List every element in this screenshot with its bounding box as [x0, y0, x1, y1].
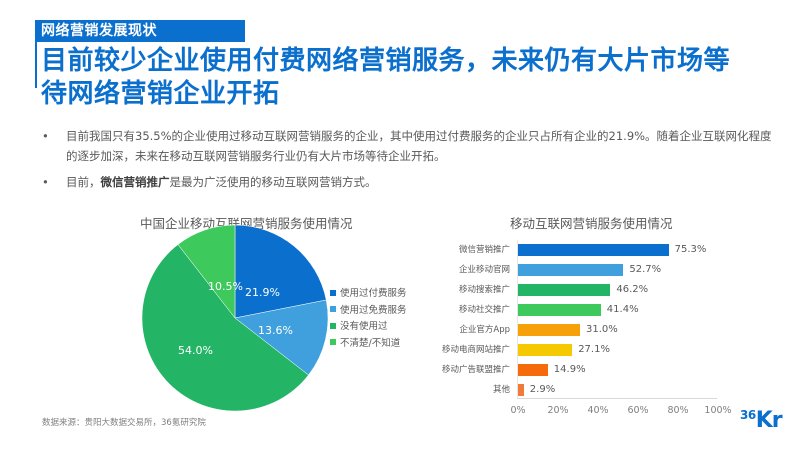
bar [518, 364, 548, 376]
pie-chart-title: 中国企业移动互联网营销服务使用情况 [140, 216, 353, 231]
bullet-suffix: 是最为广泛使用的移动互联网营销方式。 [169, 175, 377, 189]
bar-category-label: 移动搜索推广 [458, 285, 510, 295]
bar-value-label: 46.2% [616, 284, 649, 295]
page-title: 目前较少企业使用付费网络营销服务，未来仍有大片市场等 待网络营销企业开拓 [41, 45, 781, 111]
bar-value-label: 2.9% [529, 384, 556, 395]
pie-slice [177, 224, 236, 319]
legend-swatch-icon [330, 339, 336, 345]
logo-number: 36 [740, 408, 756, 422]
pie-slice-label: 13.6% [258, 324, 293, 337]
bullet-highlight: 微信营销推广 [100, 175, 170, 189]
bar-row: 移动广告联盟推广 14.9% [0, 364, 800, 376]
bullet-item: • 目前我国只有35.5%的企业使用过移动互联网营销服务的企业，其中使用过付费服… [40, 126, 780, 166]
bar [518, 284, 611, 296]
bar-category-label: 移动广告联盟推广 [441, 365, 510, 375]
pie-slice-label: 10.5% [208, 280, 243, 293]
pie-chart [141, 224, 329, 412]
legend-item: 不清楚/不知道 [330, 336, 407, 353]
bar-chart-x-axis [517, 398, 717, 399]
section-divider [35, 42, 37, 88]
page-title-line-1: 目前较少企业使用付费网络营销服务，未来仍有大片市场等 [41, 46, 731, 76]
x-tick-label: 100% [704, 405, 732, 416]
legend-swatch-icon [330, 289, 336, 296]
bar-value-label: 27.1% [578, 344, 610, 355]
pie-slice [141, 244, 309, 412]
bar [518, 324, 580, 336]
x-tick-label: 60% [627, 405, 649, 416]
bar-value-label: 14.9% [553, 364, 586, 375]
bar-row: 微信营销推广 75.3% [0, 244, 800, 256]
bar-category-label: 移动社交推广 [458, 305, 510, 315]
bar [518, 264, 624, 276]
bar [518, 244, 669, 256]
x-tick-label: 0% [510, 405, 526, 416]
legend-label: 使用过免费服务 [340, 304, 407, 316]
bar-category-label: 企业移动官网 [458, 265, 510, 275]
bar-category-label: 企业官方App [459, 325, 510, 335]
bar-row: 移动社交推广 41.4% [0, 304, 800, 316]
bar-value-label: 31.0% [586, 324, 618, 335]
legend-label: 没有使用过 [340, 321, 388, 332]
bar-row: 移动搜索推广 46.2% [0, 284, 800, 296]
pie-slice [234, 299, 329, 376]
bullet-marker: • [42, 129, 49, 143]
pie-slice [234, 224, 327, 319]
pie-slice-label: 21.9% [245, 286, 280, 299]
pie-legend: 使用过付费服务 使用过免费服务 没有使用过不清楚/不知道 [330, 286, 407, 352]
x-tick-label: 20% [547, 405, 569, 416]
data-source: 数据来源：贵阳大数据交易所，36氪研究院 [42, 418, 206, 428]
legend-item: 使用过付费服务 [330, 286, 407, 303]
legend-swatch-icon [330, 322, 336, 329]
bullet-prefix: 目前， [66, 175, 101, 189]
36kr-logo: 36Kr [740, 408, 783, 433]
section-tag: 网络营销发展现状 [35, 20, 245, 42]
legend-item: 使用过免费服务 [330, 303, 407, 320]
bar-category-label: 微信营销推广 [458, 245, 510, 255]
legend-item: 没有使用过 [330, 319, 407, 336]
bar-row: 企业移动官网 52.7% [0, 264, 800, 276]
legend-label: 使用过付费服务 [340, 288, 407, 299]
bullet-list: • 目前我国只有35.5%的企业使用过移动互联网营销服务的企业，其中使用过付费服… [40, 126, 780, 198]
bar-value-label: 41.4% [606, 304, 639, 315]
x-tick-label: 40% [587, 405, 609, 416]
x-tick-label: 80% [667, 405, 689, 416]
bar-value-label: 52.7% [629, 264, 662, 275]
bar-chart-y-axis [517, 240, 518, 398]
legend-label: 不清楚/不知道 [340, 337, 401, 349]
bar-row: 其他 2.9% [0, 384, 800, 396]
bar [518, 384, 524, 396]
bar-row: 移动电商网站推广 27.1% [0, 344, 800, 356]
bar [518, 344, 573, 356]
bullet-text: 目前我国只有35.5%的企业使用过移动互联网营销服务的企业，其中使用过付费服务的… [66, 129, 772, 163]
page-title-line-2: 待网络营销企业开拓 [41, 79, 280, 109]
bar-category-label: 移动电商网站推广 [441, 345, 510, 355]
bar-value-label: 75.3% [674, 244, 707, 255]
bar [518, 304, 601, 316]
bullet-marker: • [42, 175, 49, 189]
pie-slice-label: 54.0% [178, 344, 213, 357]
legend-swatch-icon [330, 306, 336, 312]
bar-chart-title: 移动互联网营销服务使用情况 [510, 216, 673, 231]
logo-text: Kr [755, 408, 783, 433]
bar-category-label: 其他 [492, 385, 510, 395]
bullet-item: • 目前，微信营销推广是最为广泛使用的移动互联网营销方式。 [40, 172, 780, 192]
bar-row: 企业官方App 31.0% [0, 324, 800, 336]
